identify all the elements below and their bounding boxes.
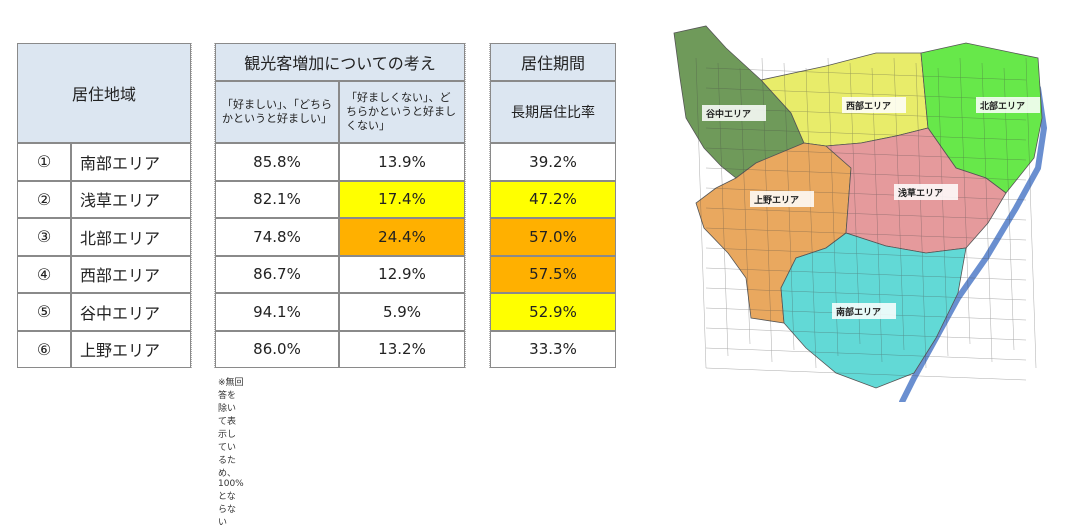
row-area-name: 西部エリア	[71, 255, 191, 293]
sub-header-unfavorable: 「好ましくない」、どちらかというと好ましくない」	[339, 81, 465, 143]
block-line	[915, 62, 927, 369]
header-residence: 居住期間	[490, 43, 616, 81]
label-ueno: 上野エリア	[750, 191, 814, 207]
row-favorable: 85.8%	[215, 143, 339, 181]
svg-text:西部エリア: 西部エリア	[846, 100, 891, 112]
block-line	[705, 67, 1027, 81]
row-longterm: 57.0%	[490, 218, 616, 256]
area-map: 谷中エリア 西部エリア 北部エリア 上野エリア 浅草エリア 南部エリア	[673, 25, 1048, 402]
row-unfavorable: 13.2%	[339, 330, 465, 368]
label-nanbu: 南部エリア	[832, 303, 896, 319]
block-line	[695, 57, 707, 369]
row-favorable: 86.7%	[215, 255, 339, 293]
header-region: 居住地域	[17, 43, 191, 143]
block-line	[1003, 67, 1015, 351]
footnote: ※無回答を除いて表示しているため、100%とならない	[218, 378, 244, 528]
block-line	[705, 227, 1027, 241]
row-number: ①	[17, 143, 71, 181]
row-favorable: 94.1%	[215, 293, 339, 331]
row-number: ③	[17, 218, 71, 256]
row-number: ⑥	[17, 330, 71, 368]
block-line	[705, 287, 1027, 301]
block-line	[959, 57, 971, 345]
row-unfavorable: 12.9%	[339, 255, 465, 293]
row-area-name: 谷中エリア	[71, 293, 191, 331]
sub-header-longterm: 長期居住比率	[490, 81, 616, 143]
svg-text:南部エリア: 南部エリア	[836, 306, 881, 318]
label-yanaka: 谷中エリア	[702, 105, 766, 121]
block-line	[705, 167, 1027, 181]
row-longterm: 57.5%	[490, 255, 616, 293]
label-hokubu: 北部エリア	[976, 97, 1040, 113]
block-line	[705, 367, 1027, 381]
block-line	[705, 347, 1027, 361]
row-longterm: 33.3%	[490, 330, 616, 368]
label-asakusa: 浅草エリア	[894, 184, 958, 200]
row-longterm: 47.2%	[490, 180, 616, 218]
block-line	[705, 127, 1027, 141]
row-number: ②	[17, 180, 71, 218]
row-area-name: 北部エリア	[71, 218, 191, 256]
header-tourism: 観光客増加についての考え	[215, 43, 465, 81]
row-number: ④	[17, 255, 71, 293]
block-line	[937, 67, 949, 357]
row-longterm: 39.2%	[490, 143, 616, 181]
river	[899, 85, 1048, 402]
row-unfavorable: 13.9%	[339, 143, 465, 181]
svg-text:谷中エリア: 谷中エリア	[706, 108, 751, 120]
row-favorable: 86.0%	[215, 330, 339, 368]
row-unfavorable: 24.4%	[339, 218, 465, 256]
svg-text:浅草エリア: 浅草エリア	[898, 187, 943, 199]
row-favorable: 82.1%	[215, 180, 339, 218]
row-unfavorable: 17.4%	[339, 180, 465, 218]
row-favorable: 74.8%	[215, 218, 339, 256]
block-line	[705, 147, 1027, 161]
block-line	[805, 67, 817, 369]
row-number: ⑤	[17, 293, 71, 331]
row-longterm: 52.9%	[490, 293, 616, 331]
row-area-name: 浅草エリア	[71, 180, 191, 218]
label-seibu: 西部エリア	[842, 97, 906, 113]
block-line	[705, 187, 1027, 201]
block-line	[705, 87, 1027, 101]
row-area-name: 上野エリア	[71, 330, 191, 368]
block-line	[705, 247, 1027, 261]
block-line	[705, 207, 1027, 221]
svg-text:北部エリア: 北部エリア	[980, 100, 1025, 112]
sub-header-favorable: 「好ましい」、「どちらかというと好ましい」	[215, 81, 339, 143]
row-area-name: 南部エリア	[71, 143, 191, 181]
column-separator	[191, 43, 215, 368]
block-line	[705, 327, 1027, 341]
row-unfavorable: 5.9%	[339, 293, 465, 331]
svg-text:上野エリア: 上野エリア	[754, 194, 799, 206]
column-separator	[465, 43, 490, 368]
block-line	[705, 267, 1027, 281]
